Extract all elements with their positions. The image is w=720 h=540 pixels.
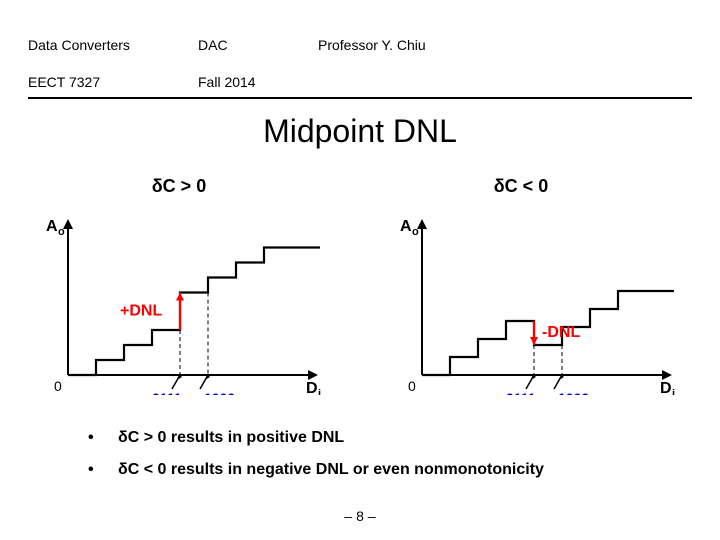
header-right: Professor Y. Chiu (318, 18, 692, 54)
svg-text:D: D (306, 380, 318, 395)
svg-text:0: 0 (54, 378, 62, 394)
page-number: – 8 – (0, 508, 720, 524)
svg-text:o: o (58, 226, 65, 238)
bullet-marker: • (88, 461, 118, 479)
topic: DAC (198, 37, 228, 53)
term: Fall 2014 (198, 74, 256, 90)
professor: Professor Y. Chiu (318, 37, 426, 53)
svg-text:o: o (412, 226, 419, 238)
chart-left: Ao Di 0 +DNL 0111 1000 (28, 215, 338, 395)
bullet-text: δC < 0 results in negative DNL or even n… (118, 461, 544, 479)
svg-text:i: i (672, 388, 675, 395)
charts-row: Ao Di 0 +DNL 0111 1000 Ao Di 0 -DNL 0111 1000 (28, 215, 692, 395)
svg-text:0111: 0111 (506, 390, 536, 395)
svg-text:-DNL: -DNL (542, 324, 580, 341)
header-mid: DAC Fall 2014 (198, 18, 318, 91)
bullet-item: • δC < 0 results in negative DNL or even… (88, 461, 692, 479)
svg-text:+DNL: +DNL (120, 302, 162, 319)
svg-text:0: 0 (408, 378, 416, 394)
svg-text:1000: 1000 (558, 390, 589, 395)
course-code: EECT 7327 (28, 74, 100, 90)
svg-text:i: i (318, 388, 321, 395)
course-name: Data Converters (28, 37, 130, 53)
svg-text:1000: 1000 (204, 390, 235, 395)
slide-title: Midpoint DNL (28, 113, 692, 150)
condition-left: δC > 0 (8, 176, 350, 197)
bullet-item: • δC > 0 results in positive DNL (88, 429, 692, 447)
condition-row: δC > 0 δC < 0 (28, 176, 692, 197)
chart-right: Ao Di 0 -DNL 0111 1000 (382, 215, 692, 395)
bullet-list: • δC > 0 results in positive DNL • δC < … (28, 429, 692, 479)
svg-text:0111: 0111 (152, 390, 182, 395)
svg-text:A: A (46, 218, 58, 235)
header-left: Data Converters EECT 7327 (28, 18, 198, 91)
condition-right: δC < 0 (350, 176, 692, 197)
header-rule (28, 97, 692, 99)
slide-header: Data Converters EECT 7327 DAC Fall 2014 … (28, 18, 692, 91)
bullet-marker: • (88, 429, 118, 447)
svg-text:D: D (660, 380, 672, 395)
bullet-text: δC > 0 results in positive DNL (118, 429, 344, 447)
svg-text:A: A (400, 218, 412, 235)
